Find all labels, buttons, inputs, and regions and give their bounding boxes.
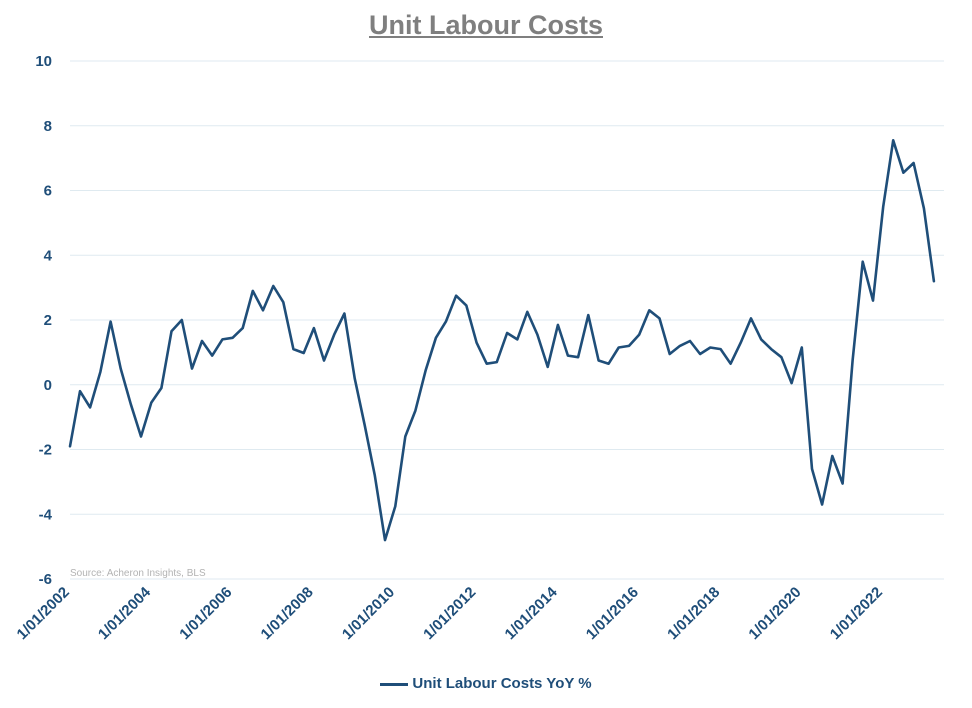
y-tick-label: 8	[44, 118, 52, 135]
x-tick-label: 1/01/2004	[95, 583, 155, 643]
y-tick-label: 0	[44, 377, 52, 394]
x-tick-label: 1/01/2010	[339, 584, 398, 643]
x-tick-label: 1/01/2022	[827, 584, 886, 643]
chart-title: Unit Labour Costs	[369, 10, 603, 40]
y-tick-label: 4	[44, 247, 53, 264]
gridlines	[70, 60, 944, 580]
source-note: Source: Acheron Insights, BLS	[70, 568, 206, 579]
x-tick-label: 1/01/2020	[745, 584, 804, 643]
legend-label: Unit Labour Costs YoY %	[412, 675, 592, 692]
y-tick-label: 10	[35, 53, 52, 70]
x-tick-label: 1/01/2006	[176, 584, 235, 643]
plot-lines	[68, 139, 936, 542]
legend: Unit Labour Costs YoY %	[0, 675, 972, 692]
y-tick-label: -4	[39, 506, 53, 523]
y-tick-label: 2	[44, 312, 52, 329]
x-tick-label: 1/01/2008	[258, 584, 317, 643]
series-line	[68, 139, 936, 542]
x-tick-label: 1/01/2018	[664, 584, 723, 643]
x-tick-label: 1/01/2012	[420, 584, 479, 643]
y-tick-label: -6	[39, 571, 52, 588]
x-tick-label: 1/01/2014	[502, 583, 562, 643]
y-tick-label: -2	[39, 442, 52, 459]
legend-swatch	[380, 682, 409, 686]
y-axis-ticks: 10 8 6 4 2 0 -2 -4 -6	[35, 53, 52, 588]
x-axis-ticks: 1/01/2002 1/01/2004 1/01/2006 1/01/2008 1/01…	[14, 583, 886, 643]
x-tick-label: 1/01/2016	[583, 584, 642, 643]
y-tick-label: 6	[44, 183, 52, 200]
x-tick-label: 1/01/2002	[14, 584, 73, 643]
